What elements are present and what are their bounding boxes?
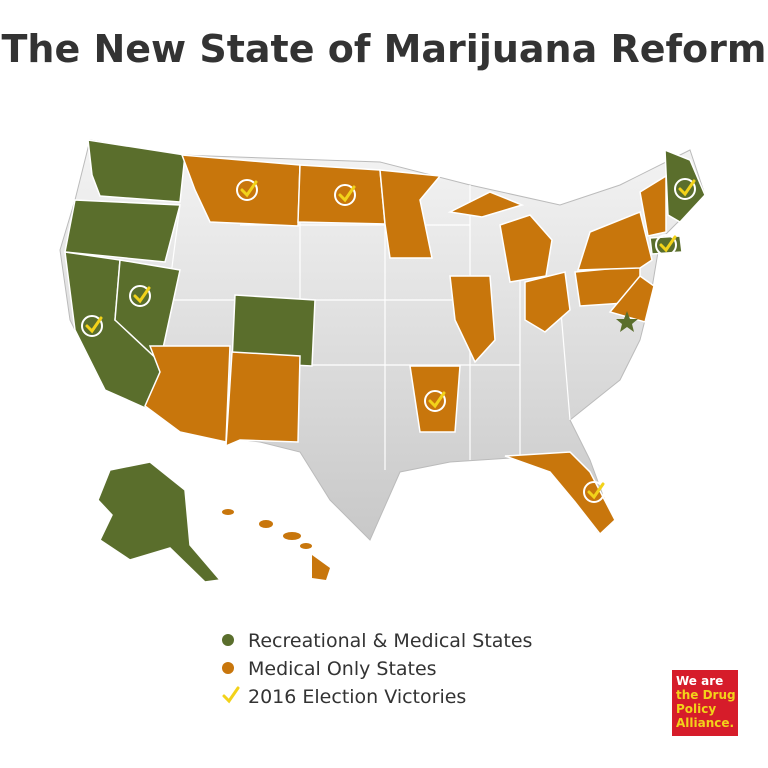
state <box>97 461 222 583</box>
state <box>449 275 496 364</box>
victory-check <box>338 185 356 203</box>
victory-check <box>428 391 446 409</box>
victory-circle <box>674 178 696 200</box>
legend-dot <box>222 662 234 674</box>
victory-circle <box>81 315 103 337</box>
legend: Recreational & Medical States Medical Onl… <box>222 630 532 708</box>
state <box>447 191 525 218</box>
victory-circle <box>236 179 258 201</box>
state <box>231 294 316 367</box>
dc-star <box>616 311 638 332</box>
state <box>144 345 231 443</box>
state <box>504 451 616 536</box>
logo-text: the Drug <box>676 688 736 702</box>
title: The New State of Marijuana Reform <box>2 27 767 71</box>
state <box>499 214 553 283</box>
victory-check <box>133 286 151 304</box>
state <box>576 210 653 271</box>
victory-circle <box>424 390 446 412</box>
legend-label: Medical Only States <box>248 658 437 680</box>
state <box>64 199 181 263</box>
victory-circle <box>334 184 356 206</box>
victory-circle <box>583 481 605 503</box>
state <box>87 139 186 203</box>
legend-dot <box>222 634 234 646</box>
state <box>639 174 667 237</box>
state <box>664 148 706 223</box>
legend-label: 2016 Election Victories <box>248 686 466 708</box>
state <box>608 274 655 323</box>
victory-circle <box>129 285 151 307</box>
state <box>409 365 461 433</box>
state <box>379 169 442 259</box>
legend-check <box>222 686 240 704</box>
state <box>524 271 571 333</box>
legend-label: Recreational & Medical States <box>248 630 532 652</box>
hawaii <box>222 509 330 580</box>
victory-check <box>678 179 696 197</box>
victory-check <box>587 482 605 500</box>
state <box>225 351 301 448</box>
logo-text: We are <box>676 674 723 688</box>
victory-check <box>85 316 103 334</box>
victory-check <box>240 180 258 198</box>
logo-text: Alliance. <box>676 716 734 730</box>
victory-circle <box>655 234 677 256</box>
logo-box <box>672 670 738 736</box>
victory-check <box>659 235 677 253</box>
us-map <box>59 139 706 583</box>
victory-markers <box>81 178 696 503</box>
logo-text: Policy <box>676 702 716 716</box>
